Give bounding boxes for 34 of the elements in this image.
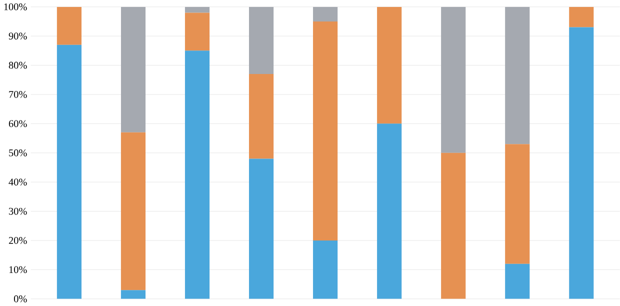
bar <box>248 158 274 299</box>
bar <box>441 152 466 299</box>
bar <box>505 264 530 299</box>
bar <box>313 6 338 22</box>
y-tick-label: 10% <box>9 266 27 274</box>
bar <box>184 50 210 299</box>
bar <box>569 27 594 299</box>
bar <box>569 6 594 28</box>
y-tick-label: 90% <box>8 32 27 40</box>
bar <box>56 6 82 45</box>
y-tick-label: 100% <box>4 3 27 10</box>
bar <box>377 6 402 124</box>
bar <box>377 124 402 299</box>
y-tick-label: 40% <box>8 178 27 186</box>
bar <box>120 290 146 299</box>
bar <box>120 132 146 290</box>
y-tick-label: 30% <box>9 208 27 215</box>
bar <box>248 6 274 74</box>
bar <box>441 6 466 153</box>
bar <box>505 6 530 144</box>
y-tick-label: 60% <box>8 120 27 128</box>
bar <box>505 144 530 264</box>
bar <box>313 240 338 299</box>
bar <box>120 6 146 132</box>
y-tick-label: 80% <box>8 62 27 69</box>
bar <box>248 74 274 159</box>
y-tick-label: 20% <box>8 237 27 244</box>
bar <box>56 44 82 299</box>
y-tick-label: 50% <box>9 149 27 156</box>
bar <box>313 22 338 241</box>
y-tick-label: 0% <box>14 295 27 302</box>
bar <box>184 6 210 13</box>
bar <box>184 12 210 51</box>
y-tick-label: 70% <box>9 91 27 98</box>
